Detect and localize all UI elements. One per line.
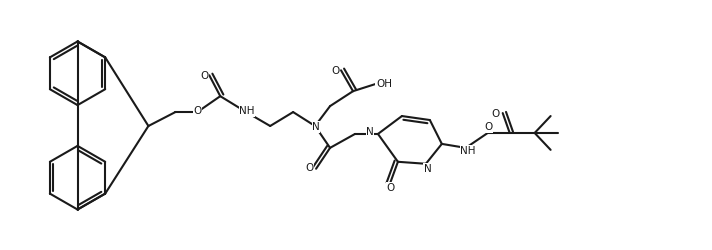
Text: O: O — [485, 122, 493, 132]
Text: O: O — [193, 106, 201, 116]
Text: O: O — [491, 109, 500, 119]
Text: N: N — [312, 122, 320, 132]
Text: O: O — [331, 66, 339, 76]
Text: O: O — [305, 163, 313, 173]
Text: NH: NH — [239, 106, 255, 116]
Text: N: N — [424, 164, 431, 174]
Text: O: O — [200, 71, 209, 81]
Text: NH: NH — [460, 146, 476, 156]
Text: OH: OH — [376, 79, 392, 89]
Text: O: O — [387, 183, 395, 193]
Text: N: N — [366, 127, 374, 137]
